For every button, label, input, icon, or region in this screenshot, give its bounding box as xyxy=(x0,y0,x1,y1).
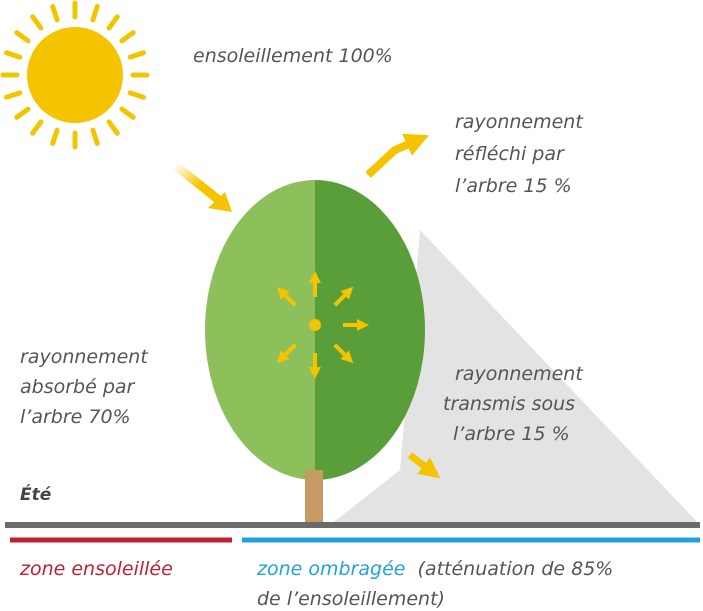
reflected-arrow xyxy=(368,140,418,175)
sun-ray xyxy=(109,17,117,28)
incoming-arrow xyxy=(175,165,225,205)
sun-ray xyxy=(109,122,117,133)
sun-ray xyxy=(130,53,143,57)
reflected-label: rayonnement réfléchi par l’arbre 15 % xyxy=(455,111,589,197)
absorb-point xyxy=(309,319,321,331)
zone-name: zone ombragée xyxy=(256,558,405,580)
line: l’arbre 15 % xyxy=(453,423,570,445)
sun-ray xyxy=(53,130,57,143)
absorbed-label: rayonnement absorbé par l’arbre 70% xyxy=(20,346,154,428)
line: rayonnement xyxy=(455,363,584,385)
line: réfléchi par xyxy=(455,143,565,165)
sun-ray xyxy=(130,93,143,97)
season: Été xyxy=(20,483,52,505)
line: transmis sous xyxy=(443,393,575,415)
trunk xyxy=(305,470,323,525)
sun-ray xyxy=(17,109,28,117)
sun-ray xyxy=(122,109,133,117)
diagram: ensoleillement 100% rayonnement réfléchi… xyxy=(0,0,703,611)
shaded-zone: zone ombragée (atténuation de 85% de l’e… xyxy=(256,558,619,610)
tree-left xyxy=(205,180,315,480)
note: de l’ensoleillement) xyxy=(257,588,445,610)
sun xyxy=(3,3,147,147)
sun-ray xyxy=(33,17,41,28)
line: rayonnement xyxy=(20,346,149,368)
note: (atténuation de 85% xyxy=(418,558,614,580)
sun-ray xyxy=(7,93,20,97)
line: rayonnement xyxy=(455,111,584,133)
sun-ray xyxy=(33,122,41,133)
sun-ray xyxy=(93,7,97,20)
sun-ray xyxy=(122,33,133,41)
line: absorbé par xyxy=(20,376,136,398)
transmitted-label: rayonnement transmis sous l’arbre 15 % xyxy=(443,363,589,445)
sun-ray xyxy=(17,33,28,41)
sun-ray xyxy=(53,7,57,20)
line: l’arbre 15 % xyxy=(455,175,572,197)
sunny-zone: zone ensoleillée xyxy=(19,558,173,580)
sun-ray xyxy=(93,130,97,143)
sun-label: ensoleillement 100% xyxy=(193,45,393,67)
sun-ray xyxy=(7,53,20,57)
line: l’arbre 70% xyxy=(20,406,131,428)
